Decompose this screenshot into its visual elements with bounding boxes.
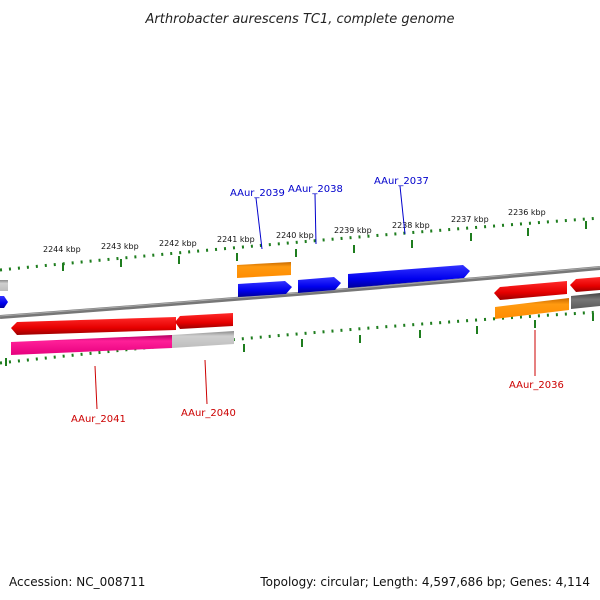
orange-feature-2039 xyxy=(237,262,291,278)
gene-label-2036[interactable]: AAur_2036 xyxy=(509,380,564,391)
forward-strand-features xyxy=(0,262,470,308)
gray-feature-2040 xyxy=(172,331,234,348)
gene-arrow-right-edge xyxy=(570,277,600,292)
map-title: Arthrobacter aurescens TC1, complete gen… xyxy=(145,12,455,27)
dark-gray-feature-right xyxy=(571,293,600,309)
inner-tick-dots xyxy=(0,310,600,365)
tick-label: 2236 kbp xyxy=(508,208,546,217)
gene-feature-left-blue xyxy=(0,296,8,308)
tick-label: 2243 kbp xyxy=(101,242,139,251)
gene-label-group-reverse: AAur_2041 AAur_2040 AAur_2036 xyxy=(71,330,564,425)
gene-arrow-2036 xyxy=(494,281,567,300)
leader-line xyxy=(204,359,208,405)
gene-arrow-2041 xyxy=(11,317,176,335)
tick-labels: 2244 kbp 2243 kbp 2242 kbp 2241 kbp 2240… xyxy=(43,208,546,254)
leader-line xyxy=(255,197,263,250)
reverse-strand-features xyxy=(11,277,600,355)
gene-arrow-2038 xyxy=(298,277,341,293)
gene-arrow-2039 xyxy=(238,281,292,297)
gene-label-2037[interactable]: AAur_2037 xyxy=(374,176,429,187)
outer-tick-ring xyxy=(0,216,600,272)
gene-arrow-2037 xyxy=(348,265,470,288)
tick-label: 2238 kbp xyxy=(392,221,430,230)
leader-line xyxy=(399,185,406,235)
gene-feature-edge-left xyxy=(0,280,8,291)
gene-label-2038[interactable]: AAur_2038 xyxy=(288,184,343,195)
leader-line xyxy=(314,193,317,245)
tick-label: 2244 kbp xyxy=(43,245,81,254)
gene-label-2039[interactable]: AAur_2039 xyxy=(230,188,285,199)
inner-tick-ring xyxy=(0,310,600,366)
orange-feature-2036 xyxy=(495,298,569,319)
topology-text: Topology: circular; Length: 4,597,686 bp… xyxy=(259,575,590,589)
accession-text: Accession: NC_008711 xyxy=(9,575,145,589)
tick-label: 2240 kbp xyxy=(276,231,314,240)
gene-label-2041[interactable]: AAur_2041 xyxy=(71,414,126,425)
tick-label: 2242 kbp xyxy=(159,239,197,248)
leader-line xyxy=(94,365,98,410)
tick-label: 2239 kbp xyxy=(334,226,372,235)
magenta-feature-2041 xyxy=(11,335,172,355)
tick-label: 2237 kbp xyxy=(451,215,489,224)
gene-label-group-forward: AAur_2039 AAur_2038 AAur_2037 xyxy=(230,176,429,250)
gene-arrow-2040 xyxy=(175,313,233,329)
genome-backbone xyxy=(0,266,600,319)
gene-label-2040[interactable]: AAur_2040 xyxy=(181,408,236,419)
tick-label: 2241 kbp xyxy=(217,235,255,244)
outer-tick-dots xyxy=(0,216,600,272)
